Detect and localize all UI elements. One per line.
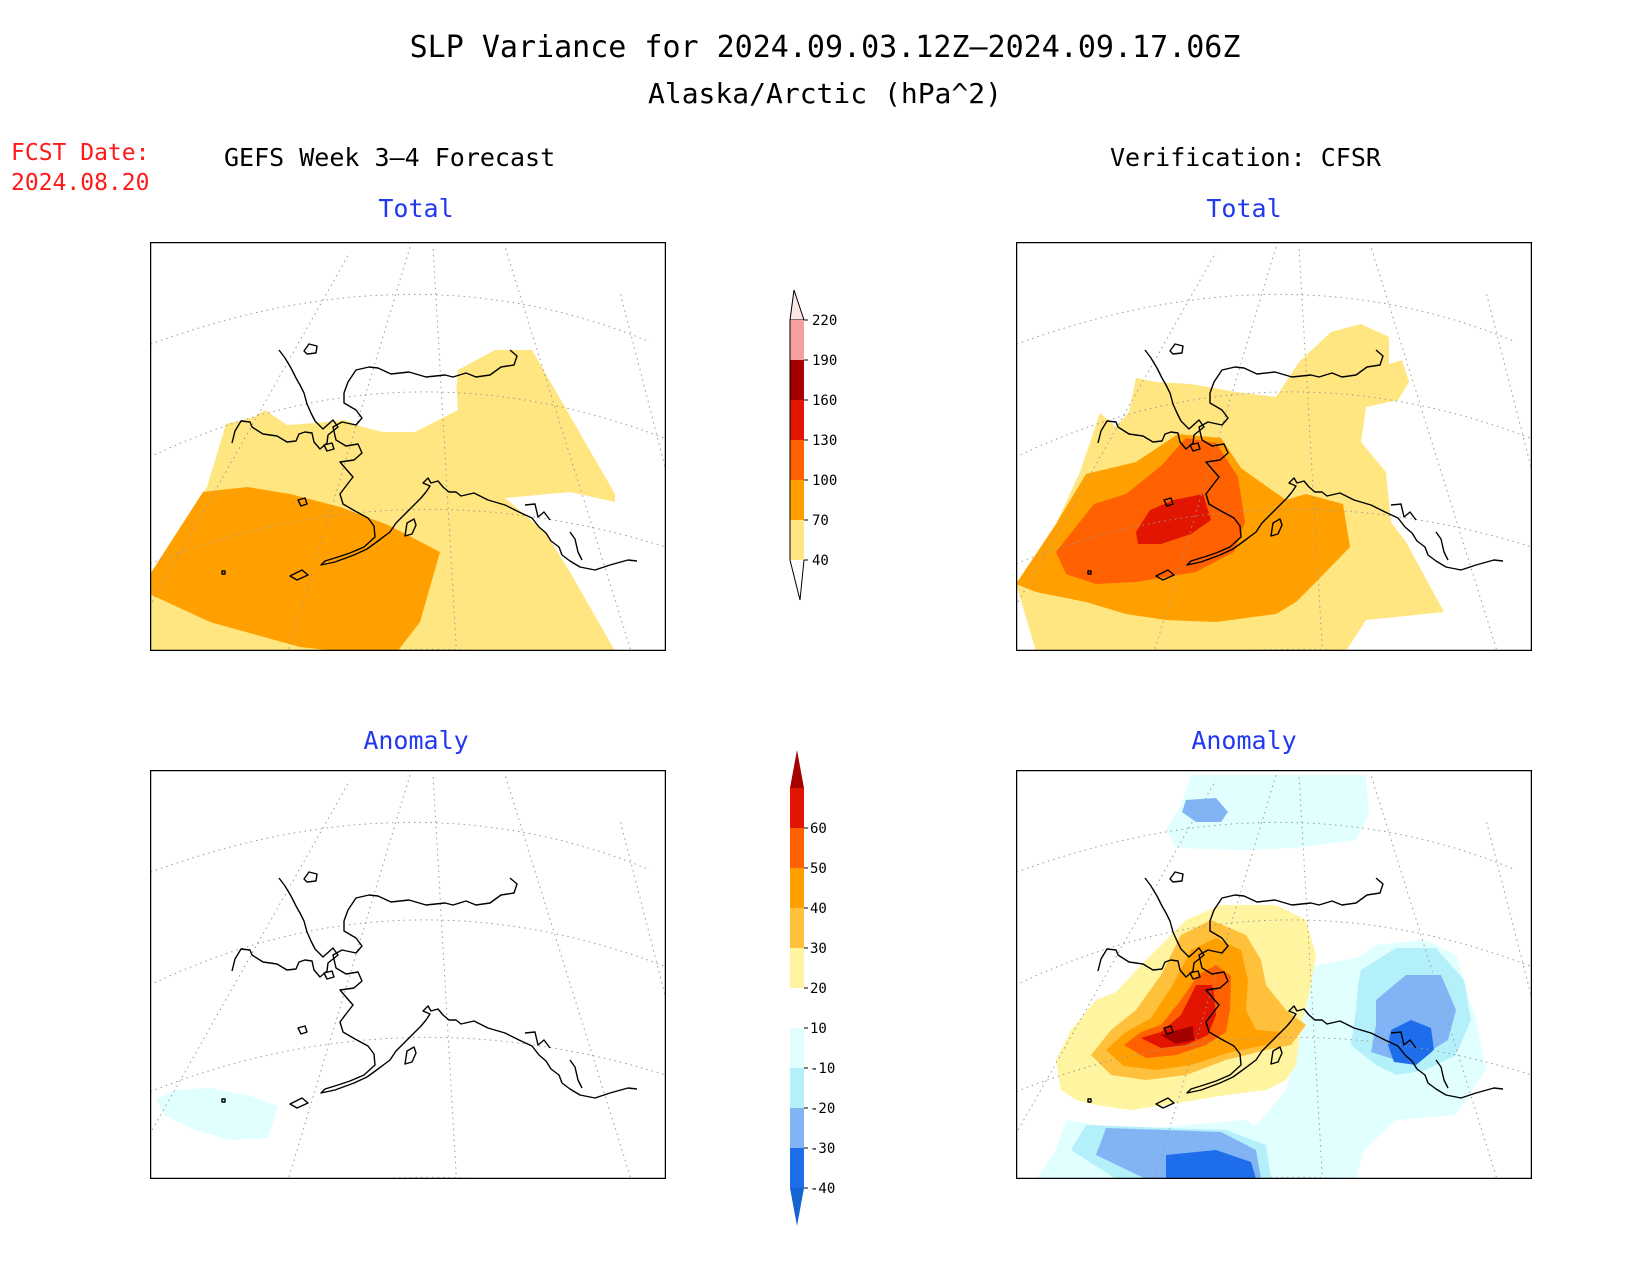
anomaly-colorbar-label: 40 — [810, 901, 827, 917]
fcst-date-label: FCST Date: — [11, 140, 150, 166]
no-data-pocket — [358, 370, 458, 432]
total-colorbar-segment — [790, 440, 804, 480]
anomaly-colorbar-label: -30 — [810, 1141, 835, 1157]
verification-anomaly-title: Anomaly — [1191, 726, 1297, 755]
forecast-anomaly-title: Anomaly — [363, 726, 469, 755]
light-cyan-top — [1166, 775, 1369, 850]
total-colorbar-label: 160 — [812, 393, 837, 409]
anomaly-colorbar-top-tail — [790, 750, 804, 788]
anomaly-colorbar-segment — [790, 788, 804, 828]
dark-red-region — [1161, 1026, 1194, 1044]
verification-anomaly-fill — [1036, 775, 1486, 1179]
verification-total-fill — [1016, 324, 1444, 651]
anomaly-colorbar-label: 20 — [810, 981, 827, 997]
forecast-column-header: GEFS Week 3–4 Forecast — [224, 143, 556, 172]
total-colorbar-label: 100 — [812, 473, 837, 489]
total-colorbar-label: 70 — [812, 513, 829, 529]
total-colorbar-label: 220 — [812, 313, 837, 329]
fcst-date-value: 2024.08.20 — [11, 170, 150, 196]
total-colorbar-label: 40 — [812, 553, 829, 569]
anomaly-colorbar-label: -20 — [810, 1101, 835, 1117]
anomaly-colorbar-segment — [790, 1068, 804, 1108]
anomaly-colorbar-segment — [790, 1148, 804, 1188]
anomaly-colorbar-segment — [790, 948, 804, 988]
light-cyan-region — [156, 1088, 278, 1140]
anomaly-colorbar-segment — [790, 1108, 804, 1148]
orange-region — [150, 487, 440, 651]
anomaly-colorbar-label: 30 — [810, 941, 827, 957]
anomaly-colorbar-segment — [790, 828, 804, 868]
forecast-anomaly-map — [150, 770, 666, 1179]
anomaly-colorbar-segment — [790, 868, 804, 908]
anomaly-colorbar-label: 10 — [810, 1021, 827, 1037]
forecast-anomaly-frame — [150, 770, 666, 1179]
forecast-total-fill — [150, 350, 666, 651]
total-colorbar: 40 70 100 130 160 190 220 — [789, 289, 837, 601]
anomaly-colorbar-label: -40 — [810, 1181, 835, 1197]
anomaly-colorbar: -40 -30 -20 -10 10 20 30 40 50 60 — [790, 750, 835, 1226]
verification-total-frame — [1016, 242, 1532, 651]
anomaly-colorbar-segment — [790, 908, 804, 948]
total-colorbar-bottom-tail — [789, 559, 805, 601]
light-blue-top — [1182, 798, 1228, 822]
total-colorbar-segment — [790, 400, 804, 440]
anomaly-colorbar-label: 50 — [810, 861, 827, 877]
fcst-date: FCST Date: 2024.08.20 — [11, 138, 149, 198]
anomaly-colorbar-segment — [790, 988, 804, 1028]
red-region — [1136, 494, 1211, 544]
total-colorbar-segment — [790, 520, 804, 560]
anomaly-colorbar-bottom-tail — [790, 1188, 804, 1226]
verification-total-map — [1016, 242, 1532, 651]
subtitle: Alaska/Arctic (hPa^2) — [647, 77, 1002, 110]
anomaly-colorbar-segment — [790, 1028, 804, 1068]
forecast-total-frame — [150, 242, 666, 651]
total-colorbar-label: 190 — [812, 353, 837, 369]
anomaly-colorbar-label: 60 — [810, 821, 827, 837]
forecast-anomaly-fill — [156, 1088, 278, 1140]
blue-south — [1166, 1150, 1256, 1179]
forecast-total-map — [150, 242, 666, 651]
total-colorbar-label: 130 — [812, 433, 837, 449]
verification-total-title: Total — [1206, 194, 1282, 223]
total-colorbar-top-tail — [789, 289, 805, 321]
forecast-total-title: Total — [378, 194, 454, 223]
anomaly-colorbar-label: -10 — [810, 1061, 835, 1077]
verification-anomaly-map — [1016, 770, 1532, 1179]
main-title: SLP Variance for 2024.09.03.12Z–2024.09.… — [409, 30, 1241, 65]
red-region — [1141, 985, 1216, 1048]
total-colorbar-segment — [790, 320, 804, 360]
verification-column-header: Verification: CFSR — [1110, 143, 1381, 172]
total-colorbar-segment — [790, 480, 804, 520]
verification-anomaly-frame — [1016, 770, 1532, 1179]
total-colorbar-segment — [790, 360, 804, 400]
